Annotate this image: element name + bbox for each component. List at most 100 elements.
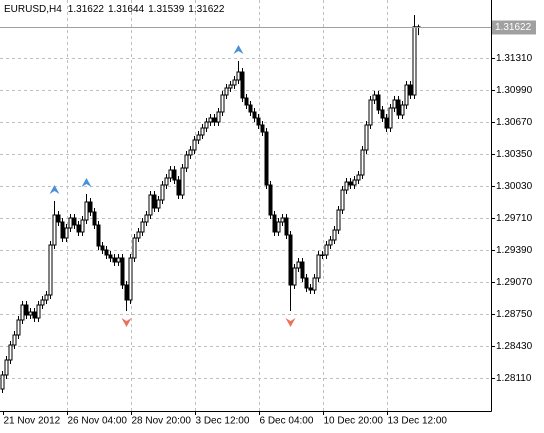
y-tick-label: 1.30670 [496, 117, 533, 128]
chart-header: EURUSD,H4 1.31622 1.31644 1.31539 1.31622 [4, 4, 225, 15]
candle-body [144, 214, 149, 223]
candle-body [216, 111, 221, 123]
candle-body [104, 249, 109, 256]
up-fractal [49, 185, 60, 194]
candle-body [136, 231, 141, 239]
candle-body [124, 284, 129, 301]
x-tick-label: 6 Dec 04:00 [260, 416, 314, 427]
candle-body [344, 181, 349, 191]
candle-body [56, 214, 61, 223]
candle-body [300, 261, 305, 279]
candle-body [364, 124, 369, 151]
y-tick-label: 1.29070 [496, 277, 533, 288]
candle-body [20, 304, 25, 321]
candle-body [328, 239, 333, 246]
candle-body [180, 167, 185, 196]
down-fractal [285, 318, 296, 327]
candle-body [232, 79, 237, 86]
candle-body [332, 229, 337, 241]
candle-body [308, 287, 313, 291]
candle-body [220, 94, 225, 113]
candle-body [188, 149, 193, 156]
candle-body [156, 199, 161, 209]
candle-body [280, 217, 285, 223]
candle-body [176, 179, 181, 196]
y-tick-label: 1.30990 [496, 85, 533, 96]
candle-body [8, 344, 13, 361]
candle-body [108, 254, 113, 259]
x-tick-label: 28 Nov 20:00 [132, 416, 192, 427]
candle-body [28, 311, 33, 316]
y-tick-label: 1.29710 [496, 213, 533, 224]
header-close: 1.31622 [188, 4, 225, 15]
candle-body [392, 99, 397, 109]
header-open: 1.31622 [68, 4, 105, 15]
x-tick-label: 13 Dec 12:00 [388, 416, 448, 427]
y-tick-label: 1.28110 [496, 373, 532, 384]
candle-body [184, 154, 189, 169]
candle-body [208, 117, 213, 123]
candle-body [40, 299, 45, 306]
candle-body [140, 221, 145, 233]
candle-body [412, 26, 417, 96]
candle-body [388, 107, 393, 129]
candle-body [352, 179, 357, 186]
candle-body [84, 201, 89, 221]
candle-body [164, 177, 169, 186]
x-tick-label: 10 Dec 20:00 [324, 416, 384, 427]
candle-body [360, 149, 365, 176]
candle-body [52, 214, 57, 246]
candle-body [72, 217, 77, 226]
last-price-box [492, 20, 536, 35]
candle-body [408, 84, 413, 96]
symbol: EURUSD,H4 [4, 4, 62, 15]
candle-body [384, 117, 389, 129]
y-tick-label: 1.31310 [496, 53, 533, 64]
candle-body [24, 304, 29, 316]
candle-body [196, 134, 201, 141]
header-low: 1.31539 [148, 4, 185, 15]
candle-body [116, 257, 121, 263]
candle-body [396, 99, 401, 116]
candle-body [200, 127, 205, 136]
candle-body [204, 121, 209, 129]
candle-body [256, 117, 261, 126]
candle-body [296, 261, 301, 269]
candle-body [248, 104, 253, 113]
candle-body [404, 84, 409, 106]
candle-body [244, 97, 249, 106]
candle-body [336, 209, 341, 231]
candle-body [12, 334, 17, 346]
candle-body [160, 184, 165, 201]
down-fractal [121, 318, 132, 327]
up-fractal [81, 178, 92, 187]
candle-body [44, 294, 49, 301]
candle-body [80, 219, 85, 233]
candle-body [340, 189, 345, 211]
candle-body [96, 224, 101, 247]
candle-body [132, 237, 137, 259]
candle-body [68, 217, 73, 229]
candle-body [60, 221, 65, 239]
candle-body [152, 194, 157, 209]
header-high: 1.31644 [108, 4, 145, 15]
last-price-label: 1.31622 [495, 22, 532, 33]
x-tick-label: 26 Nov 04:00 [68, 416, 128, 427]
y-tick-label: 1.29390 [496, 245, 533, 256]
candle-body [112, 257, 117, 263]
candle-body [120, 257, 125, 286]
candle-body [48, 244, 53, 296]
candle-body [76, 224, 81, 233]
candle-body [268, 184, 273, 216]
candle-body [172, 169, 177, 181]
candle-body [168, 169, 173, 179]
candle-body [348, 181, 353, 186]
x-tick-label: 21 Nov 2012 [4, 416, 61, 427]
candle-body [260, 124, 265, 133]
candle-body [236, 71, 241, 81]
candle-body [228, 84, 233, 89]
candle-body [148, 194, 153, 216]
candle-body [288, 234, 293, 286]
